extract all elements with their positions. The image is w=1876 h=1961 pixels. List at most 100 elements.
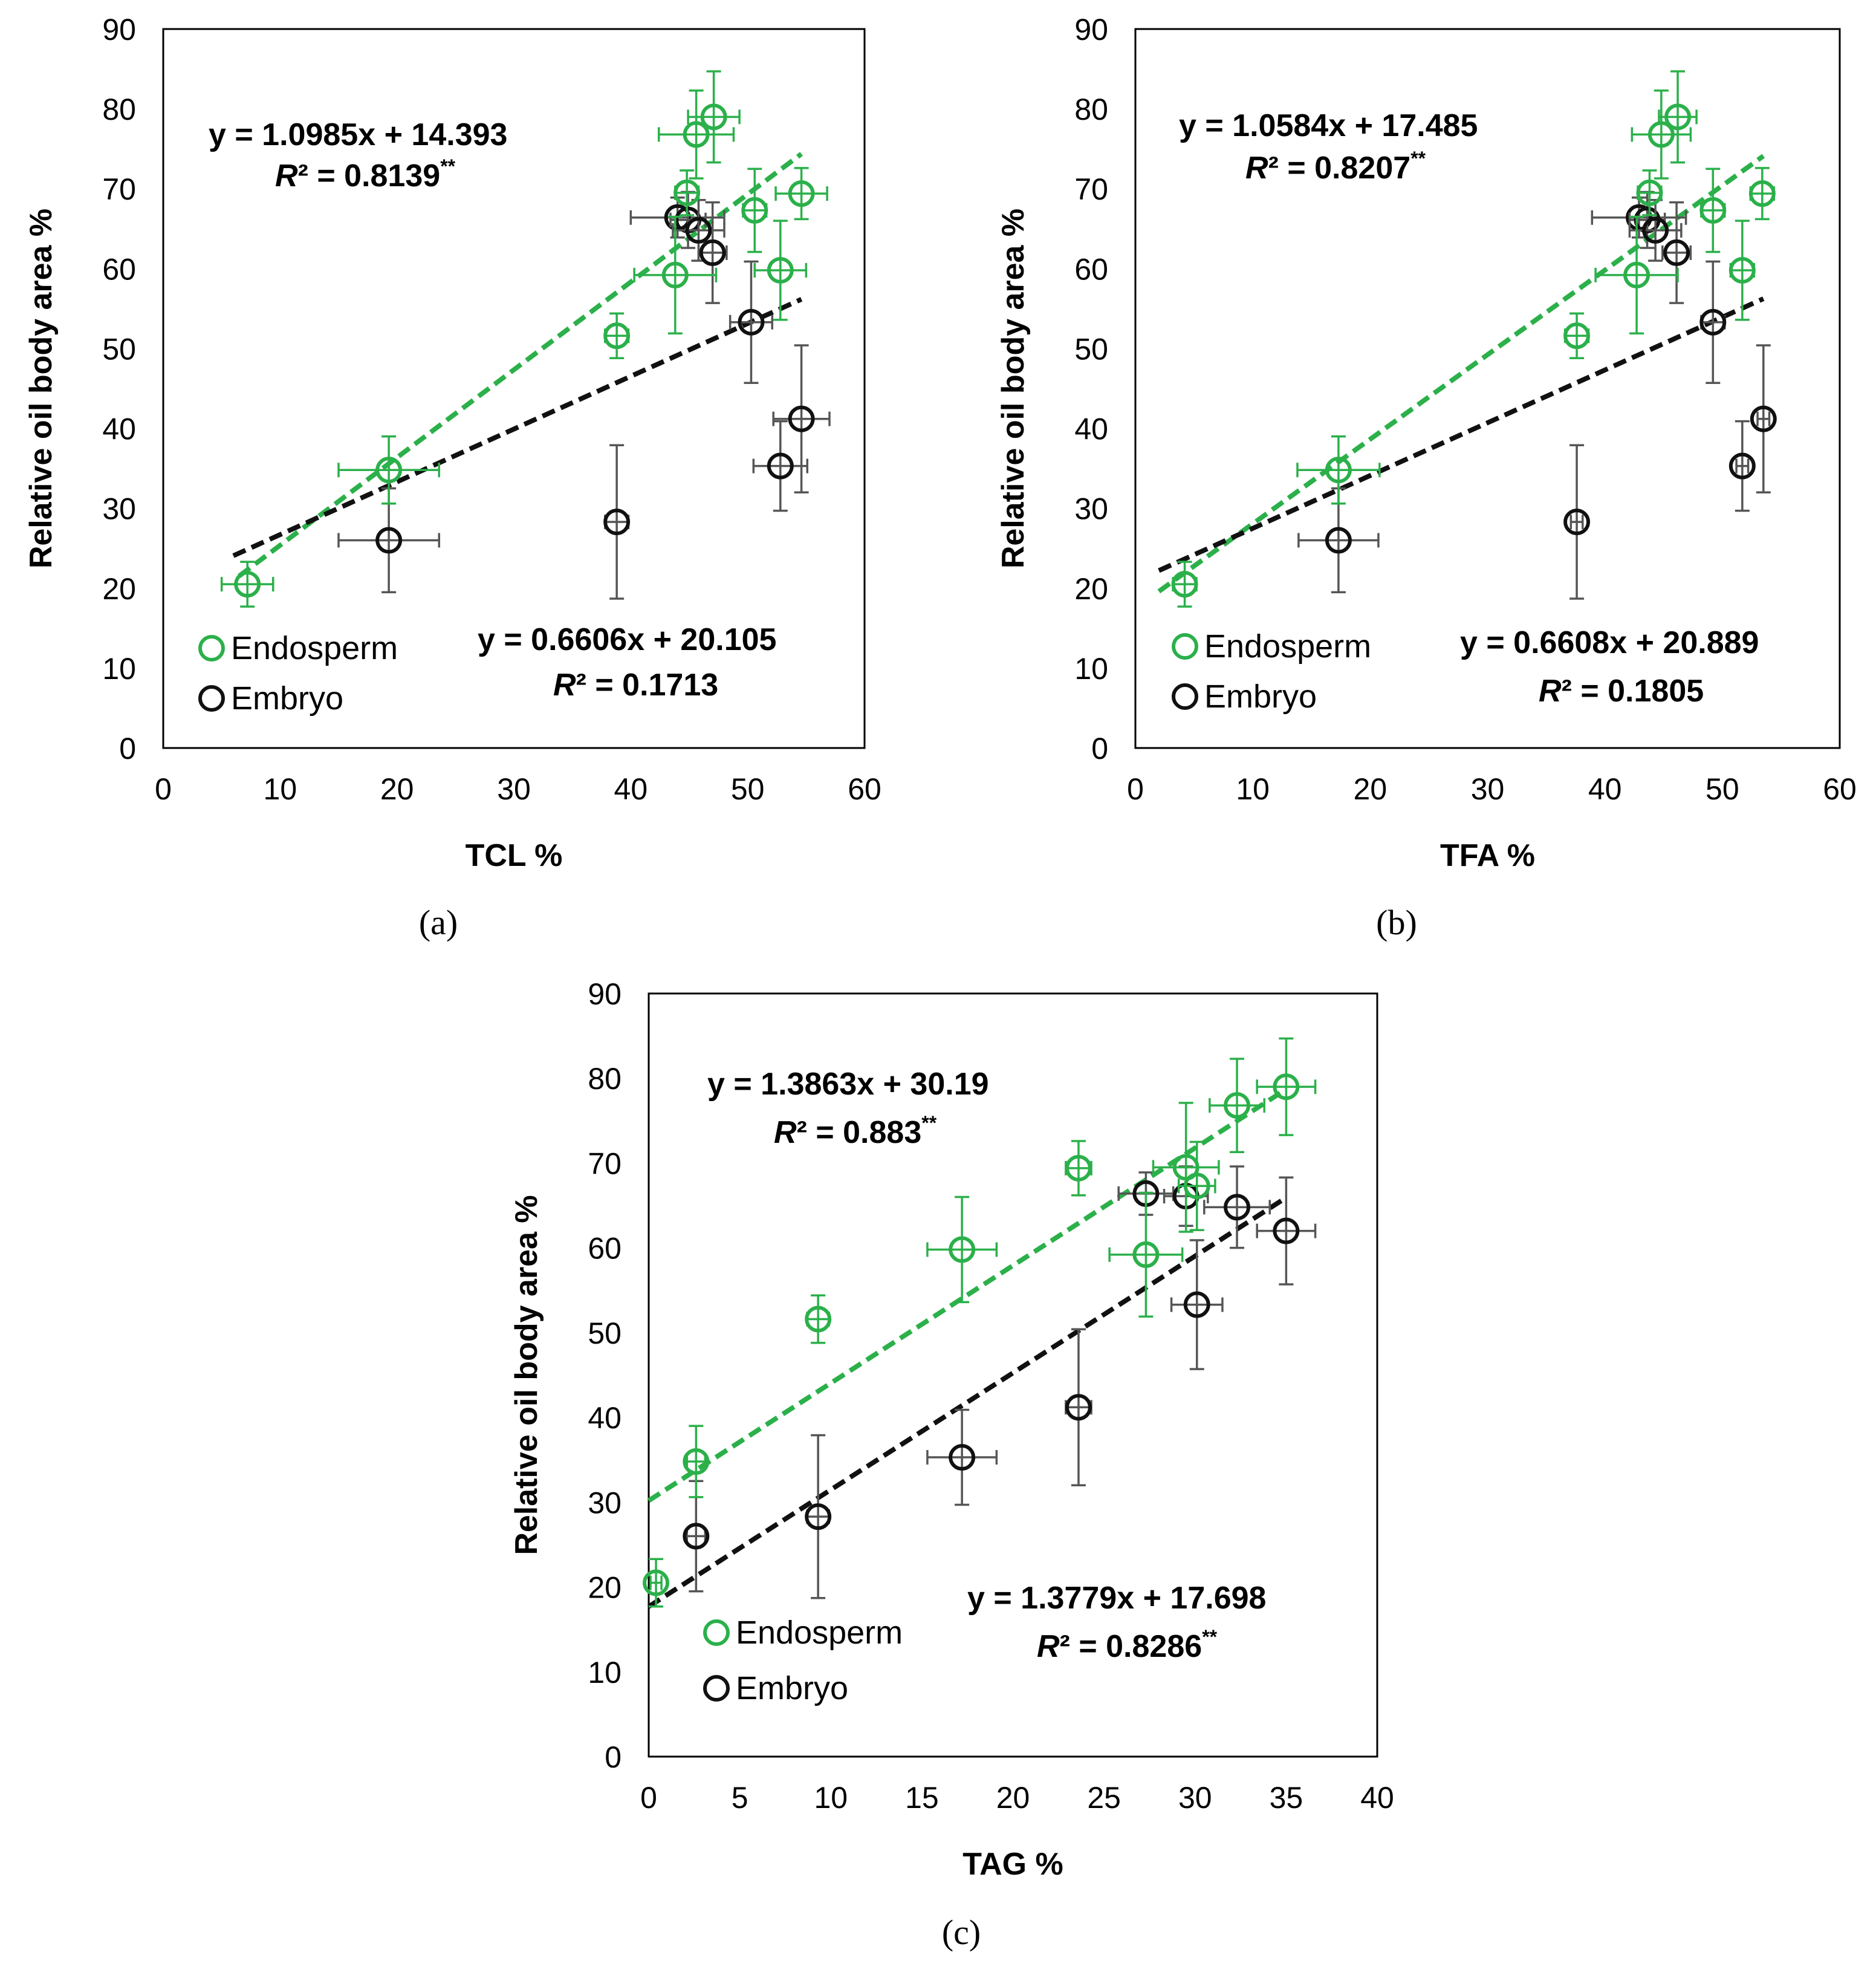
y-tick-label: 30 (1074, 492, 1108, 526)
data-point-embryo (1563, 509, 1591, 536)
trendline-endosperm (647, 1087, 1288, 1503)
data-point-embryo (767, 452, 794, 480)
legend-marker-embryo (1172, 683, 1198, 710)
data-point-endosperm (1065, 1154, 1092, 1182)
error-bar (806, 1434, 830, 1599)
error-bar (1108, 1191, 1184, 1318)
r-squared-value: 0.8207 (1314, 151, 1410, 186)
y-tick-label: 30 (102, 492, 136, 526)
chart-panel-b: 0 10 20 30 40 50 60 0 10 20 30 40 50 60 70 80 90 TFA % Rel… (996, 13, 1857, 873)
plot-frame (648, 992, 1378, 1758)
error-bar (1152, 1102, 1220, 1233)
data-point-endosperm (1647, 121, 1675, 148)
equation-endosperm: y = 1.0985x + 14.393 (209, 117, 507, 152)
data-point-endosperm (1699, 197, 1727, 224)
data-point-endosperm (1623, 261, 1650, 288)
error-bar (604, 312, 630, 360)
data-point-endosperm (1273, 1073, 1300, 1101)
error-bar (729, 260, 774, 385)
y-tick-label: 60 (588, 1232, 622, 1266)
y-tick-label: 10 (102, 652, 136, 686)
y-tick-label: 50 (1074, 332, 1108, 366)
data-point-endosperm (949, 1236, 976, 1263)
x-tick-label: 0 (1127, 772, 1144, 806)
data-point-endosperm (643, 1569, 670, 1596)
error-bar (686, 1425, 707, 1498)
data-point-endosperm (788, 180, 815, 207)
x-axis-label: TAG % (962, 1847, 1063, 1882)
data-point-endosperm (741, 197, 768, 224)
r-squared-value: 0.8286 (1106, 1629, 1202, 1664)
trendline-embryo (647, 1195, 1288, 1609)
panel-label: (a) (419, 903, 458, 942)
y-tick-label: 20 (588, 1571, 622, 1605)
x-tick-label: 20 (380, 772, 414, 806)
r-squared-value: 0.1805 (1608, 674, 1704, 709)
y-tick-label: 60 (1074, 252, 1108, 286)
data-point-endosperm (683, 1448, 710, 1475)
r-squared-endosperm: R² = 0.883** (774, 1112, 937, 1150)
y-tick-label: 90 (102, 13, 136, 47)
error-bar (753, 220, 808, 321)
error-bar (687, 70, 741, 164)
equation-embryo: y = 0.6608x + 20.889 (1460, 625, 1759, 660)
error-bar (1661, 201, 1692, 304)
data-point-embryo (685, 216, 712, 244)
data-point-endosperm (234, 571, 261, 598)
legend-marker-embryo (703, 1675, 730, 1702)
data-point-embryo (1663, 239, 1690, 266)
legend-marker-endosperm (198, 635, 225, 662)
x-tick-label: 35 (1270, 1781, 1303, 1815)
data-point-embryo (603, 509, 631, 536)
plot-frame (162, 28, 866, 749)
error-bar (742, 167, 768, 253)
y-tick-label: 70 (102, 172, 136, 206)
error-bar (1569, 444, 1585, 600)
r-squared-value: 0.883 (843, 1115, 921, 1150)
data-point-embryo (949, 1444, 976, 1471)
y-tick-label: 0 (1091, 732, 1108, 766)
y-tick-label: 70 (1074, 172, 1108, 206)
error-bar (1700, 167, 1726, 253)
trendline-embryo (1158, 296, 1765, 573)
data-point-embryo (1699, 308, 1727, 336)
error-bar (1209, 1058, 1265, 1153)
error-bar (1700, 260, 1726, 385)
data-point-endosperm (1325, 457, 1352, 484)
error-bar (926, 1195, 998, 1304)
x-tick-label: 10 (1236, 772, 1270, 806)
x-tick-label: 30 (1178, 1781, 1212, 1815)
x-tick-label: 0 (640, 1781, 657, 1815)
data-point-embryo (683, 1523, 710, 1550)
data-point-embryo (1224, 1194, 1251, 1221)
data-point-embryo (1325, 527, 1352, 554)
r-squared-embryo: R² = 0.1805 (1539, 674, 1704, 709)
error-bar (774, 167, 828, 221)
chart-panel-c: 0 5 10 15 20 25 30 35 40 0 10 20 30 40 50 60 70 80 90 TAG %… (509, 977, 1394, 1882)
error-bar (674, 169, 700, 216)
data-point-embryo (1642, 216, 1669, 244)
r-squared-endosperm: R² = 0.8207** (1245, 148, 1426, 186)
error-bar (657, 89, 735, 180)
data-point-endosperm (1636, 179, 1663, 206)
legend-label-embryo: Embryo (231, 680, 343, 717)
y-tick-label: 20 (1074, 572, 1108, 606)
panel-label: (c) (942, 1913, 981, 1952)
y-tick-label: 40 (102, 412, 136, 446)
trendline-embryo (232, 297, 803, 558)
error-bar (1749, 167, 1776, 221)
plot-frame (1134, 28, 1841, 749)
error-bar (1735, 420, 1750, 512)
significance-marker: ** (1410, 148, 1426, 169)
legend-marker-endosperm (703, 1619, 730, 1646)
y-tick-label: 40 (1074, 412, 1108, 446)
error-bar (1203, 1165, 1271, 1249)
y-tick-label: 0 (605, 1740, 622, 1774)
y-tick-label: 60 (102, 252, 136, 286)
data-point-endosperm (673, 179, 701, 206)
y-tick-label: 10 (1074, 652, 1108, 686)
error-bar (1563, 312, 1590, 360)
data-point-embryo (738, 308, 765, 336)
data-point-endosperm (683, 121, 710, 148)
